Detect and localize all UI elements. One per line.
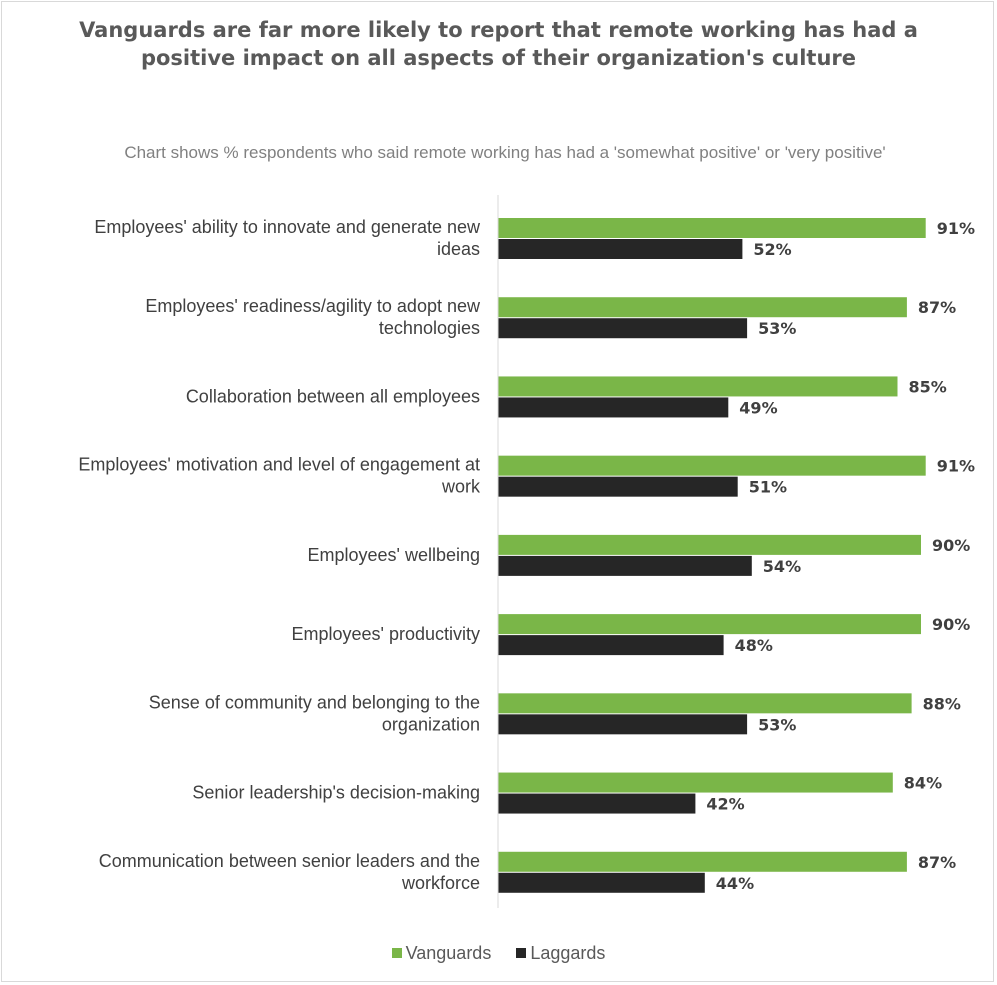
- data-label-laggards: 48%: [735, 636, 773, 655]
- data-label-vanguards: 87%: [918, 298, 956, 317]
- bar-laggards-9: [498, 872, 705, 893]
- data-label-laggards: 52%: [753, 240, 791, 259]
- category-label: Employees' productivity: [291, 624, 480, 644]
- data-label-vanguards: 84%: [904, 774, 942, 793]
- bar-vanguards-6: [498, 614, 921, 635]
- legend-item-vanguards: Vanguards: [391, 942, 492, 964]
- bar-vanguards-4: [498, 455, 926, 476]
- bar-laggards-6: [498, 635, 724, 656]
- data-label-laggards: 51%: [749, 478, 787, 497]
- bar-vanguards-8: [498, 772, 893, 793]
- bar-laggards-3: [498, 397, 729, 418]
- data-label-laggards: 42%: [706, 795, 744, 814]
- category-label: Communication between senior leaders and…: [99, 851, 480, 893]
- chart-title: Vanguards are far more likely to report …: [79, 18, 918, 70]
- category-label: Employees' ability to innovate and gener…: [94, 217, 481, 259]
- legend-label-vanguards: Vanguards: [405, 942, 492, 963]
- bar-vanguards-1: [498, 218, 926, 238]
- bar-laggards-7: [498, 714, 748, 735]
- bar-vanguards-7: [498, 693, 912, 714]
- data-label-vanguards: 91%: [937, 219, 975, 238]
- data-label-laggards: 53%: [758, 715, 796, 734]
- data-label-vanguards: 91%: [937, 457, 975, 476]
- data-label-laggards: 49%: [739, 398, 777, 417]
- data-label-vanguards: 90%: [932, 615, 970, 634]
- data-label-vanguards: 87%: [918, 853, 956, 872]
- category-label: Employees' readiness/agility to adopt ne…: [145, 296, 481, 338]
- bar-laggards-4: [498, 476, 738, 497]
- category-label: Senior leadership's decision-making: [192, 783, 480, 803]
- data-label-vanguards: 88%: [923, 694, 961, 713]
- data-label-vanguards: 90%: [932, 536, 970, 555]
- data-label-laggards: 44%: [716, 874, 754, 893]
- legend-item-laggards: Laggards: [516, 943, 605, 964]
- category-label: Sense of community and belonging to the o…: [149, 692, 480, 734]
- chart-subtitle: Chart shows % respondents who said remot…: [124, 143, 886, 162]
- bar-laggards-1: [498, 239, 743, 259]
- bar-vanguards-3: [498, 376, 898, 397]
- legend-swatch-vanguards: [391, 948, 402, 958]
- data-label-vanguards: 85%: [909, 377, 947, 396]
- data-label-laggards: 53%: [758, 319, 796, 338]
- category-label: Employees' motivation and level of engag…: [78, 455, 481, 497]
- bar-vanguards-5: [498, 534, 921, 555]
- legend-swatch-laggards: [516, 948, 527, 958]
- bar-laggards-5: [498, 555, 752, 576]
- bar-vanguards-2: [498, 297, 907, 318]
- category-label: Collaboration between all employees: [186, 386, 480, 406]
- bar-laggards-8: [498, 793, 696, 814]
- legend: Vanguards Laggards: [0, 942, 997, 964]
- data-label-laggards: 54%: [763, 557, 801, 576]
- legend-label-laggards: Laggards: [530, 942, 606, 963]
- bar-vanguards-9: [498, 851, 907, 872]
- category-label: Employees' wellbeing: [307, 545, 480, 565]
- bar-laggards-2: [498, 318, 748, 339]
